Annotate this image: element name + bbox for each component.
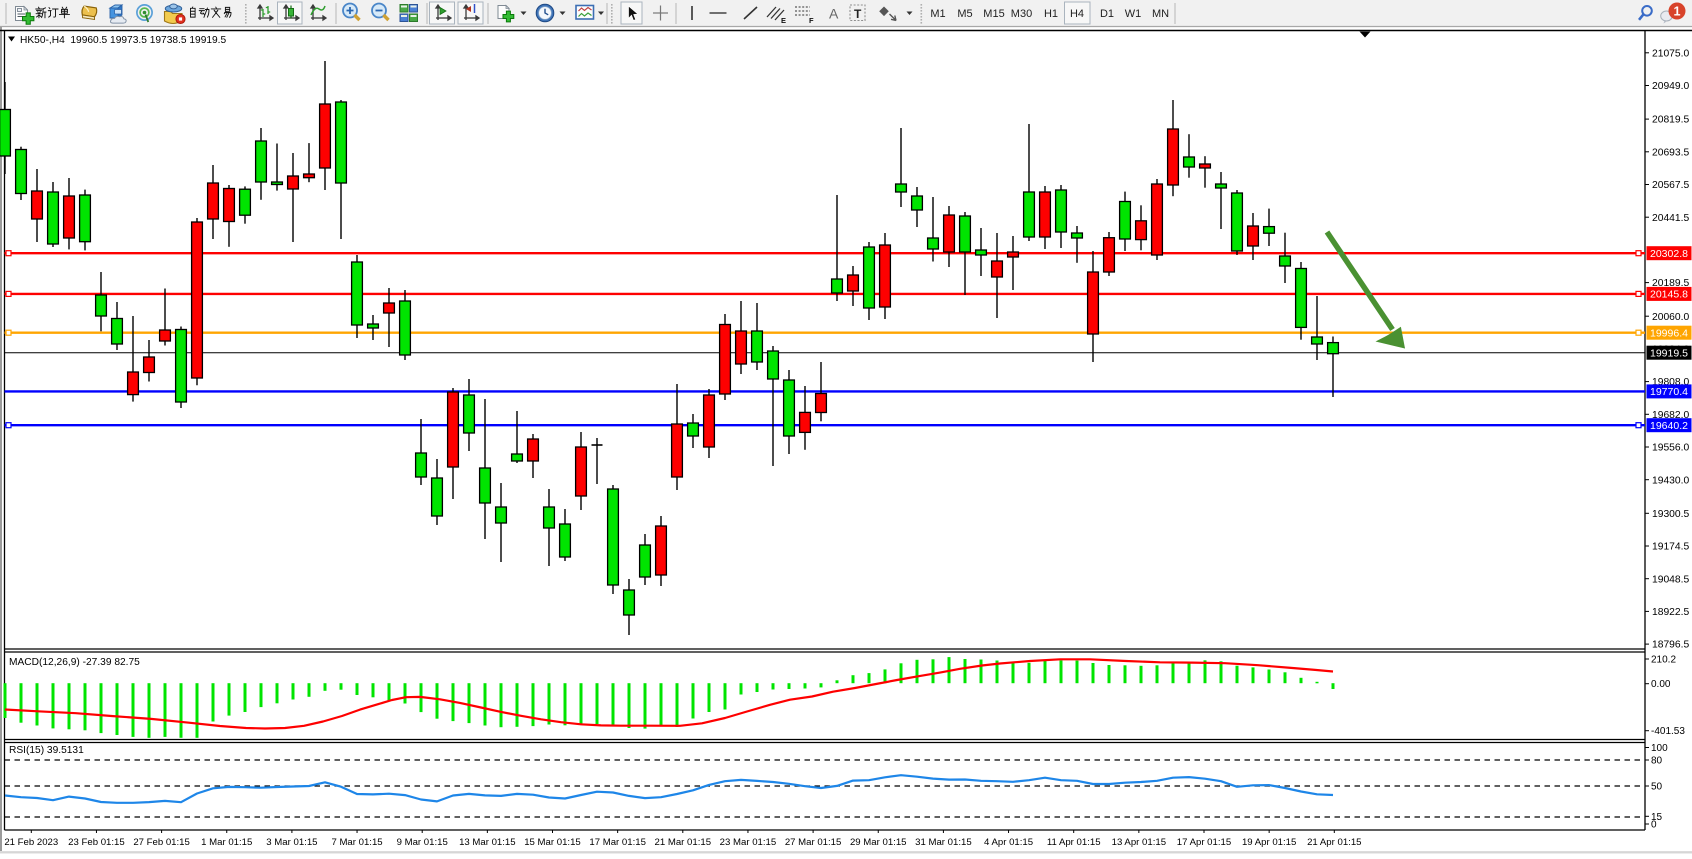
svg-text:M30: M30 [1011, 8, 1032, 20]
svg-text:20567.5: 20567.5 [1652, 180, 1689, 191]
svg-text:7 Mar 01:15: 7 Mar 01:15 [331, 837, 382, 848]
svg-text:20189.5: 20189.5 [1652, 278, 1689, 289]
svg-text:17 Mar 01:15: 17 Mar 01:15 [589, 837, 646, 848]
svg-text:19996.4: 19996.4 [1650, 328, 1688, 340]
svg-text:0.00: 0.00 [1651, 679, 1671, 690]
svg-text:21075.0: 21075.0 [1652, 48, 1689, 59]
svg-text:-401.53: -401.53 [1651, 726, 1685, 737]
svg-text:21 Feb 2023: 21 Feb 2023 [4, 837, 58, 848]
svg-text:27 Mar 01:15: 27 Mar 01:15 [785, 837, 842, 848]
svg-text:H1: H1 [1044, 8, 1058, 20]
svg-text:21 Mar 01:15: 21 Mar 01:15 [655, 837, 712, 848]
svg-text:20819.5: 20819.5 [1652, 115, 1689, 126]
svg-text:T: T [854, 7, 862, 21]
svg-text:3 Mar 01:15: 3 Mar 01:15 [266, 837, 317, 848]
svg-text:19919.5: 19919.5 [1650, 348, 1688, 360]
svg-text:9 Mar 01:15: 9 Mar 01:15 [397, 837, 448, 848]
svg-text:18922.5: 18922.5 [1652, 607, 1689, 618]
svg-text:1 Mar 01:15: 1 Mar 01:15 [201, 837, 252, 848]
svg-text:HK50-,H4 19960.5 19973.5 1973: HK50-,H4 19960.5 19973.5 19738.5 19919.5 [20, 35, 227, 46]
svg-text:31 Mar 01:15: 31 Mar 01:15 [915, 837, 972, 848]
svg-text:27 Feb 01:15: 27 Feb 01:15 [133, 837, 190, 848]
svg-text:F: F [809, 16, 814, 25]
svg-text:210.2: 210.2 [1651, 655, 1676, 666]
svg-text:19556.0: 19556.0 [1652, 443, 1689, 454]
svg-text:21 Apr 01:15: 21 Apr 01:15 [1307, 837, 1361, 848]
svg-text:80: 80 [1651, 756, 1663, 767]
svg-text:MACD(12,26,9) -27.39 82.75: MACD(12,26,9) -27.39 82.75 [9, 657, 140, 668]
svg-text:20302.8: 20302.8 [1650, 248, 1688, 260]
svg-text:20145.8: 20145.8 [1650, 289, 1688, 301]
svg-text:23 Mar 01:15: 23 Mar 01:15 [720, 837, 777, 848]
svg-text:D1: D1 [1100, 8, 1114, 20]
svg-text:19 Apr 01:15: 19 Apr 01:15 [1242, 837, 1296, 848]
svg-text:100: 100 [1651, 743, 1668, 754]
svg-text:0: 0 [1651, 820, 1657, 831]
svg-text:M5: M5 [957, 8, 972, 20]
svg-text:11 Apr 01:15: 11 Apr 01:15 [1047, 837, 1101, 848]
svg-text:M1: M1 [930, 8, 945, 20]
svg-text:19640.2: 19640.2 [1650, 420, 1688, 432]
svg-text:1: 1 [1673, 5, 1680, 19]
svg-text:13 Mar 01:15: 13 Mar 01:15 [459, 837, 516, 848]
svg-text:15: 15 [1651, 812, 1663, 823]
svg-text:MN: MN [1152, 8, 1169, 20]
svg-text:19808.0: 19808.0 [1652, 377, 1689, 388]
svg-text:13 Apr 01:15: 13 Apr 01:15 [1112, 837, 1166, 848]
svg-text:17 Apr 01:15: 17 Apr 01:15 [1177, 837, 1231, 848]
svg-text:M15: M15 [983, 8, 1004, 20]
svg-text:29 Mar 01:15: 29 Mar 01:15 [850, 837, 907, 848]
svg-text:15 Mar 01:15: 15 Mar 01:15 [524, 837, 581, 848]
svg-text:20441.5: 20441.5 [1652, 213, 1689, 224]
svg-text:W1: W1 [1125, 8, 1142, 20]
svg-text:23 Feb 01:15: 23 Feb 01:15 [68, 837, 125, 848]
svg-text:H4: H4 [1070, 8, 1084, 20]
svg-text:E: E [781, 16, 786, 25]
svg-text:19174.5: 19174.5 [1652, 542, 1689, 553]
svg-text:RSI(15) 39.5131: RSI(15) 39.5131 [9, 745, 84, 756]
svg-text:19430.0: 19430.0 [1652, 475, 1689, 486]
svg-text:20949.0: 20949.0 [1652, 81, 1689, 92]
svg-text:19048.5: 19048.5 [1652, 574, 1689, 585]
svg-text:19300.5: 19300.5 [1652, 509, 1689, 520]
svg-text:20060.0: 20060.0 [1652, 312, 1689, 323]
svg-text:4 Apr 01:15: 4 Apr 01:15 [984, 837, 1033, 848]
svg-text:20693.5: 20693.5 [1652, 147, 1689, 158]
svg-text:18796.5: 18796.5 [1652, 640, 1689, 651]
svg-text:A: A [829, 6, 839, 22]
svg-text:19770.4: 19770.4 [1650, 386, 1688, 398]
svg-text:19682.0: 19682.0 [1652, 410, 1689, 421]
svg-text:50: 50 [1651, 782, 1663, 793]
